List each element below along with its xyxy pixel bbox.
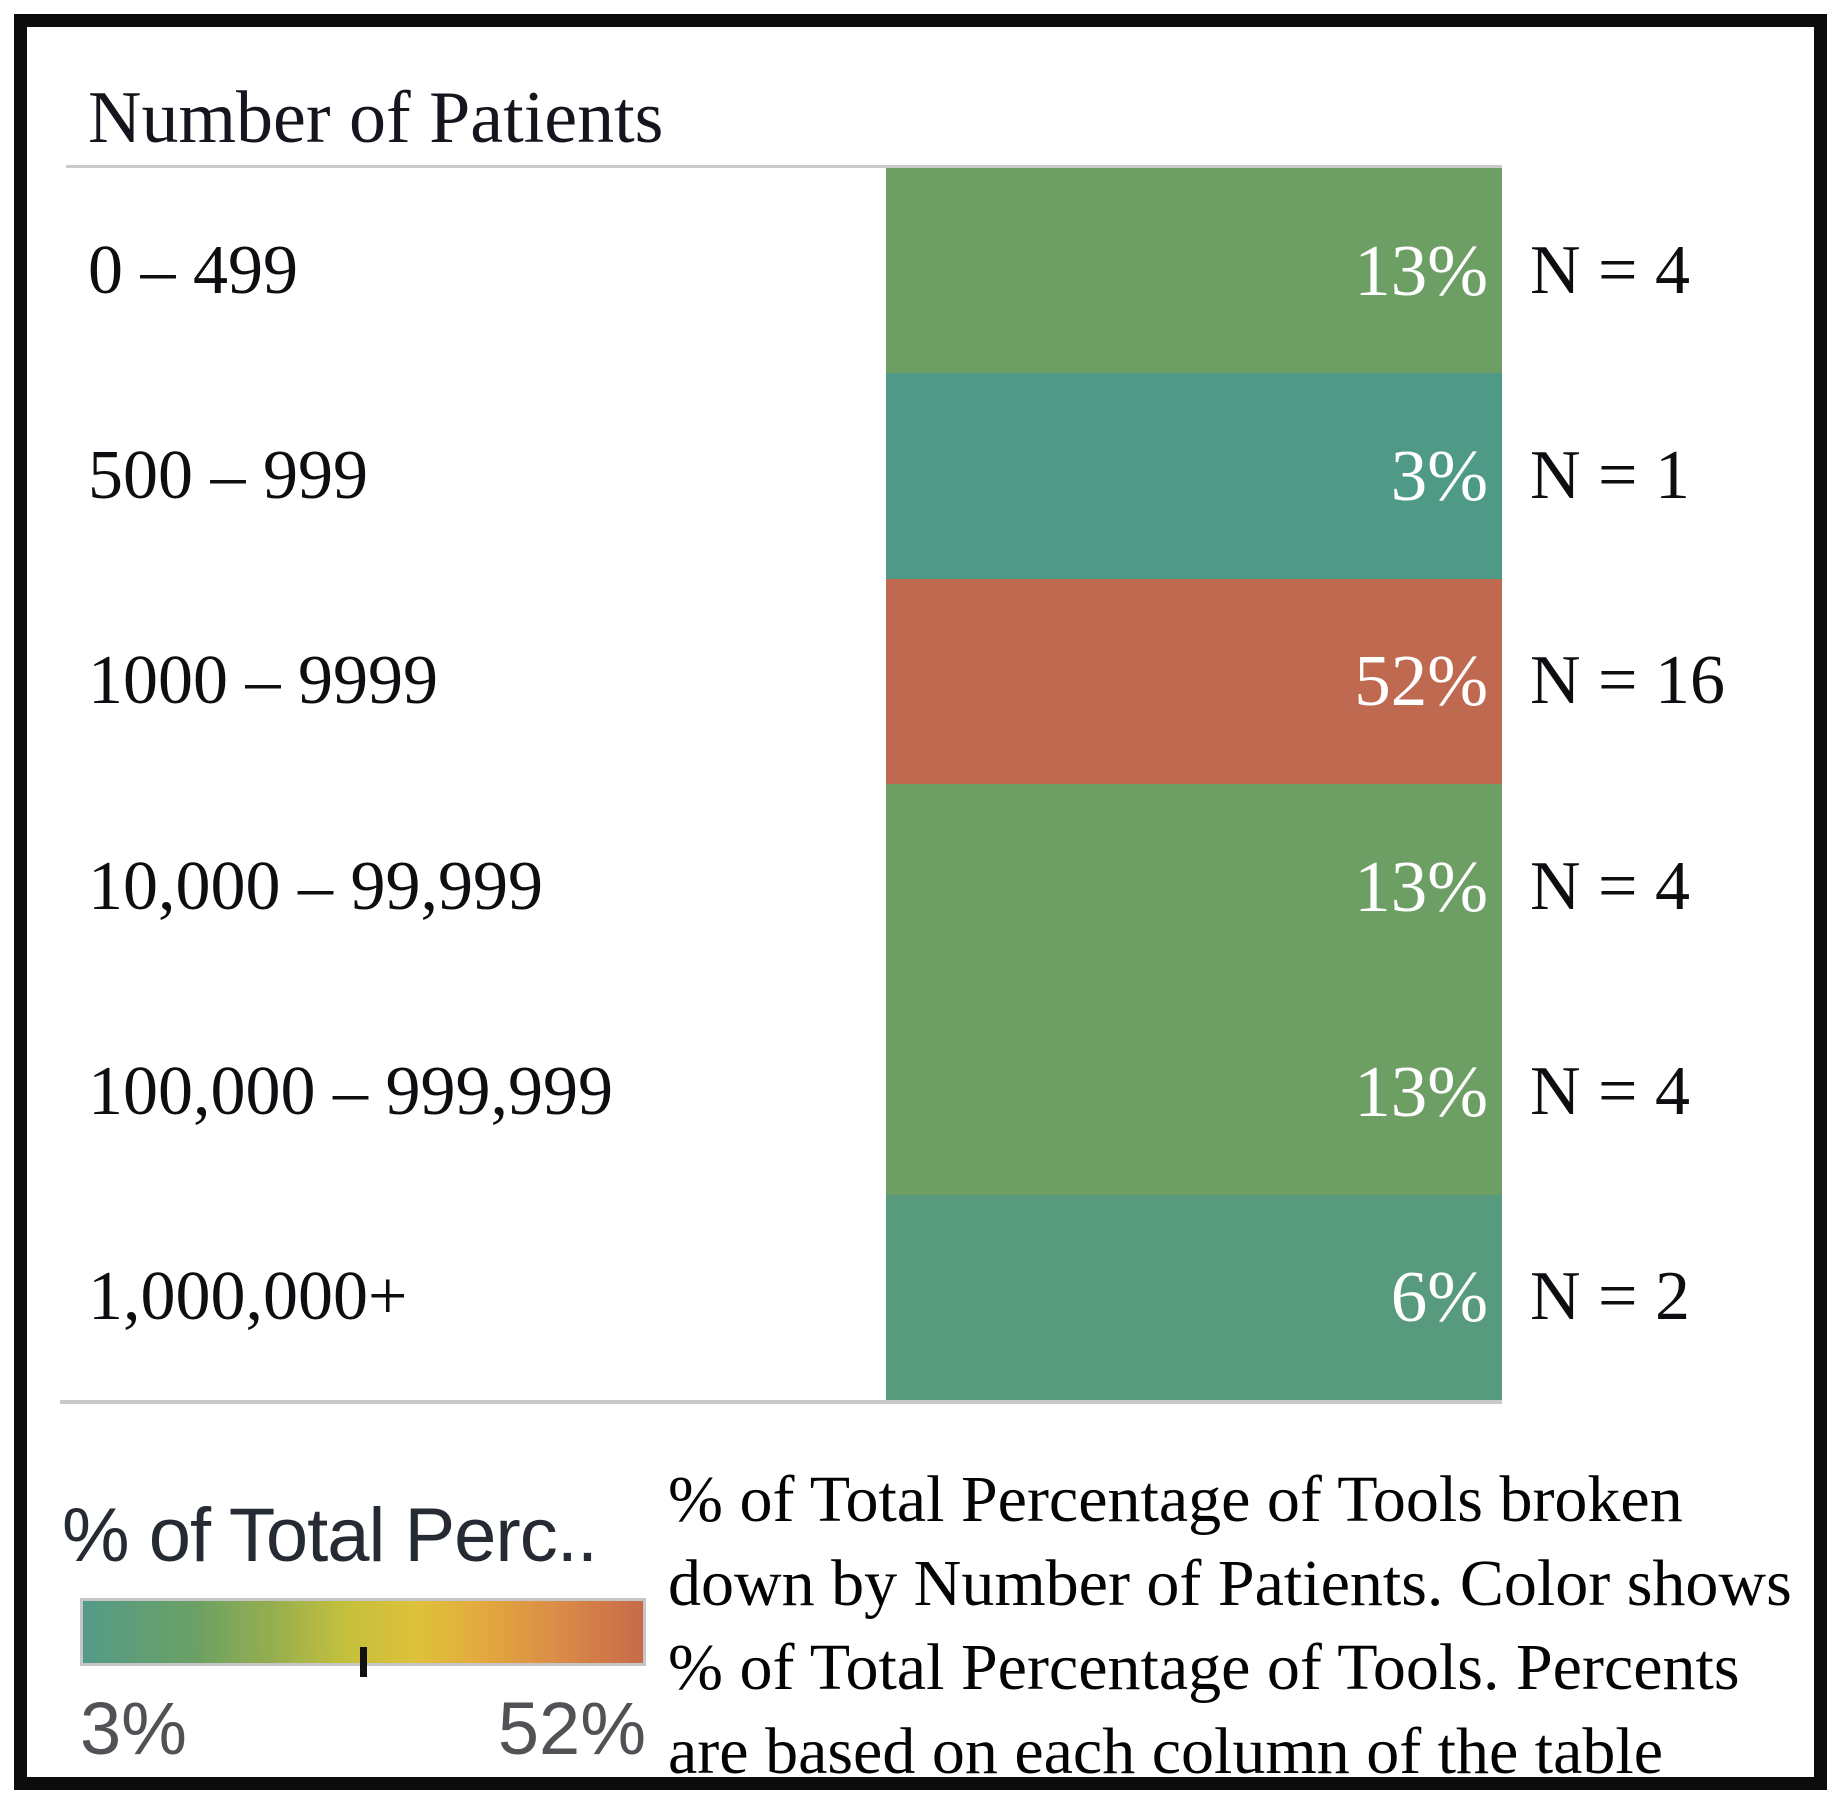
heatmap-rows: 0 – 499 13% N = 4 500 – 999 3% N = 1 1000 – 99… xyxy=(0,168,1843,1400)
legend-color-ramp xyxy=(80,1598,646,1677)
row-category-label: 10,000 – 99,999 xyxy=(88,847,543,925)
header-divider-line xyxy=(66,165,1502,168)
cell-percent-label: 13% xyxy=(1354,1050,1488,1132)
cell-n-label: N = 16 xyxy=(1530,642,1726,720)
caption-line: are based on each column of the table xyxy=(668,1715,1664,1788)
table-row: 10,000 – 99,999 13% N = 4 xyxy=(0,783,1843,990)
table-row: 1000 – 9999 52% N = 16 xyxy=(0,578,1843,784)
table-row: 100,000 – 999,999 13% N = 4 xyxy=(0,989,1843,1195)
figure-caption: % of Total Percentage of Tools broken do… xyxy=(668,1458,1818,1794)
caption-line: down by Number of Patients. Color shows xyxy=(668,1547,1792,1620)
legend-title: % of Total Perc.. xyxy=(62,1493,598,1578)
table-row: 1,000,000+ 6% N = 2 xyxy=(0,1194,1843,1400)
column-header: Number of Patients xyxy=(88,77,664,159)
table-row: 500 – 999 3% N = 1 xyxy=(0,373,1843,579)
cell-percent-label: 6% xyxy=(1390,1256,1488,1338)
row-category-label: 0 – 499 xyxy=(88,231,298,309)
legend-range-labels: 3% 52% xyxy=(80,1686,646,1771)
table-row: 0 – 499 13% N = 4 xyxy=(0,168,1843,374)
legend-tick-mark xyxy=(360,1647,367,1677)
heatmap-cell[interactable]: 52% xyxy=(886,578,1502,784)
cell-n-label: N = 2 xyxy=(1530,1258,1691,1336)
row-category-label: 1000 – 9999 xyxy=(88,642,438,720)
heatmap-cell[interactable]: 3% xyxy=(886,373,1502,579)
heatmap-cell[interactable]: 6% xyxy=(886,1194,1502,1400)
heatmap-cell[interactable]: 13% xyxy=(886,989,1502,1195)
cell-n-label: N = 4 xyxy=(1530,1052,1691,1130)
cell-n-label: N = 1 xyxy=(1530,436,1691,514)
heatmap-cell[interactable]: 13% xyxy=(886,168,1502,374)
row-category-label: 1,000,000+ xyxy=(88,1258,408,1336)
caption-line: % of Total Percentage of Tools. Percents xyxy=(668,1631,1740,1704)
caption-line: % of Total Percentage of Tools broken xyxy=(668,1463,1683,1536)
heatmap-cell[interactable]: 13% xyxy=(886,783,1502,990)
legend-min-label: 3% xyxy=(80,1687,187,1770)
legend-max-label: 52% xyxy=(497,1687,646,1770)
cell-percent-label: 13% xyxy=(1354,229,1488,311)
row-category-label: 100,000 – 999,999 xyxy=(88,1052,613,1130)
cell-percent-label: 52% xyxy=(1354,640,1488,722)
cell-percent-label: 3% xyxy=(1390,434,1488,516)
cell-n-label: N = 4 xyxy=(1530,231,1691,309)
cell-n-label: N = 4 xyxy=(1530,847,1691,925)
cell-percent-label: 13% xyxy=(1354,845,1488,927)
table-bottom-line xyxy=(60,1400,1502,1404)
row-category-label: 500 – 999 xyxy=(88,436,368,514)
